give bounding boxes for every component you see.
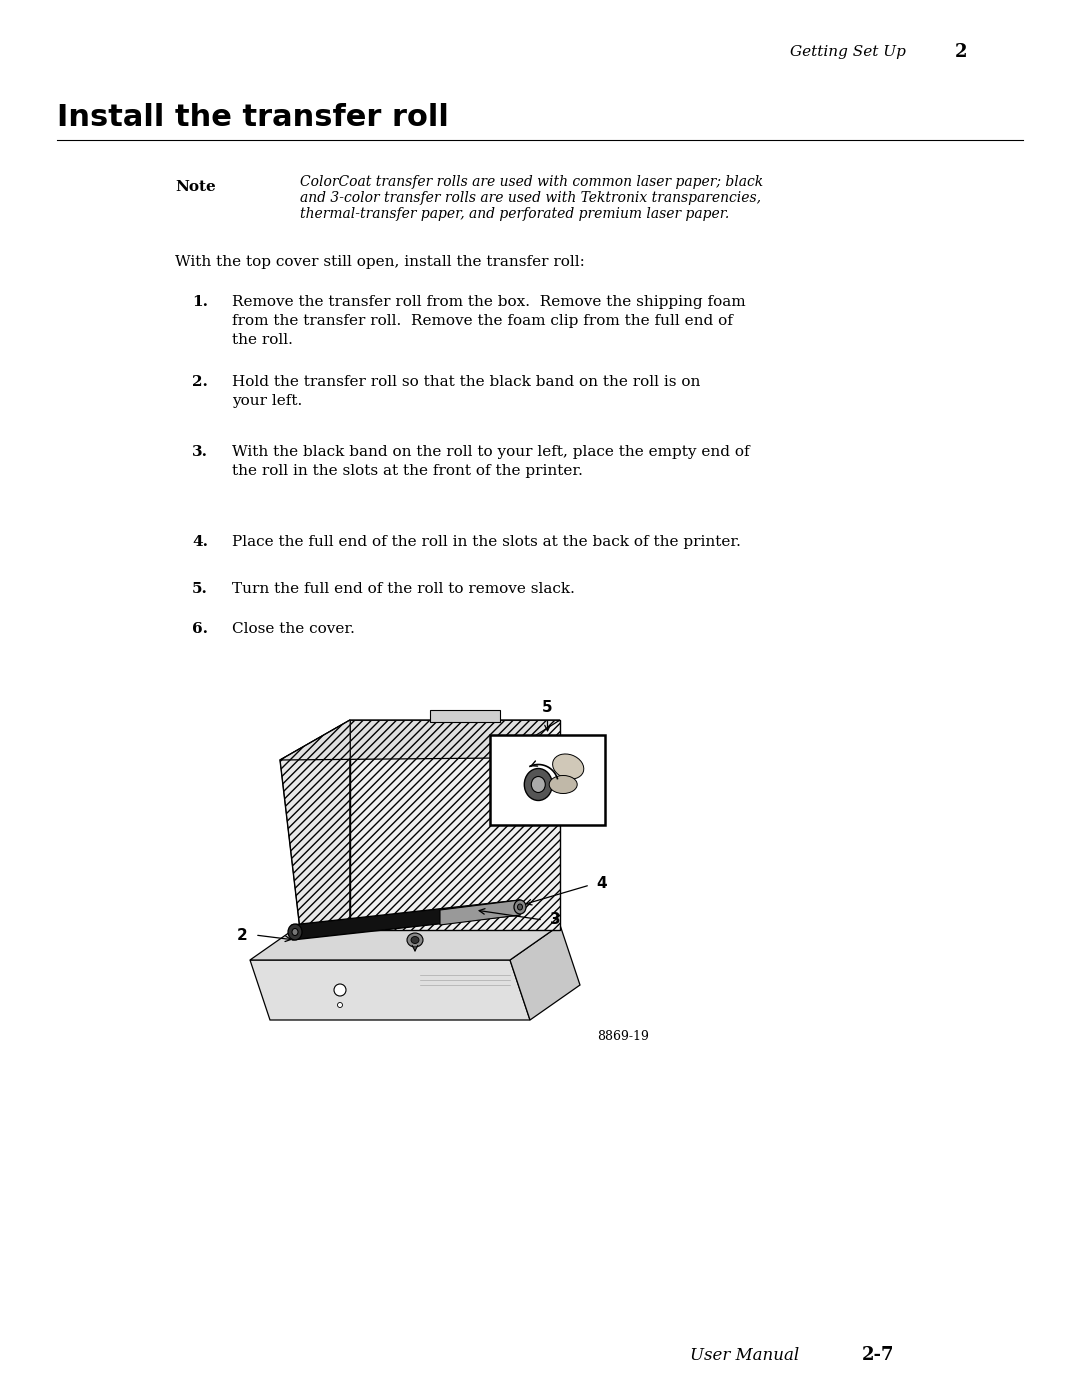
Polygon shape <box>430 710 500 722</box>
Text: 6.: 6. <box>192 622 208 636</box>
Bar <box>490 735 605 826</box>
Polygon shape <box>280 719 350 930</box>
Text: Getting Set Up: Getting Set Up <box>789 45 906 59</box>
Text: Remove the transfer roll from the box.  Remove the shipping foam
from the transf: Remove the transfer roll from the box. R… <box>232 295 745 346</box>
Ellipse shape <box>531 777 545 792</box>
Text: User Manual: User Manual <box>690 1347 799 1363</box>
Text: ColorCoat transfer rolls are used with common laser paper; black: ColorCoat transfer rolls are used with c… <box>300 175 764 189</box>
Text: With the top cover still open, install the transfer roll:: With the top cover still open, install t… <box>175 256 585 270</box>
Ellipse shape <box>288 923 302 940</box>
Ellipse shape <box>337 1003 342 1007</box>
Text: Close the cover.: Close the cover. <box>232 622 355 636</box>
Ellipse shape <box>514 900 526 914</box>
Polygon shape <box>292 900 519 940</box>
Text: and 3-color transfer rolls are used with Tektronix transparencies,: and 3-color transfer rolls are used with… <box>300 191 761 205</box>
Text: 8869-19: 8869-19 <box>597 1030 649 1044</box>
Polygon shape <box>510 925 580 1020</box>
Ellipse shape <box>334 983 346 996</box>
Ellipse shape <box>292 929 298 936</box>
Polygon shape <box>249 925 561 960</box>
Text: 2: 2 <box>238 928 248 943</box>
Text: Place the full end of the roll in the slots at the back of the printer.: Place the full end of the roll in the sl… <box>232 535 741 549</box>
Text: 3: 3 <box>550 912 561 928</box>
Text: With the black band on the roll to your left, place the empty end of
the roll in: With the black band on the roll to your … <box>232 446 750 478</box>
Ellipse shape <box>553 754 584 780</box>
Text: Hold the transfer roll so that the black band on the roll is on
your left.: Hold the transfer roll so that the black… <box>232 374 700 408</box>
Text: 3.: 3. <box>192 446 208 460</box>
Ellipse shape <box>517 904 523 909</box>
Ellipse shape <box>411 936 419 943</box>
Text: 2: 2 <box>955 43 968 61</box>
Text: Turn the full end of the roll to remove slack.: Turn the full end of the roll to remove … <box>232 583 575 597</box>
Polygon shape <box>249 960 530 1020</box>
Text: 1.: 1. <box>192 295 208 309</box>
Polygon shape <box>440 900 519 925</box>
Ellipse shape <box>550 775 577 793</box>
Text: 4: 4 <box>596 876 607 890</box>
Text: 5: 5 <box>542 700 553 715</box>
Text: Note: Note <box>175 180 216 194</box>
Text: 5.: 5. <box>192 583 207 597</box>
Text: thermal-transfer paper, and perforated premium laser paper.: thermal-transfer paper, and perforated p… <box>300 207 729 221</box>
Text: 2-7: 2-7 <box>862 1345 894 1363</box>
Text: 4.: 4. <box>192 535 208 549</box>
Ellipse shape <box>524 768 552 800</box>
Text: Install the transfer roll: Install the transfer roll <box>57 103 449 133</box>
Polygon shape <box>350 719 561 930</box>
Ellipse shape <box>407 933 423 947</box>
Polygon shape <box>280 719 561 760</box>
Text: 2.: 2. <box>192 374 207 388</box>
